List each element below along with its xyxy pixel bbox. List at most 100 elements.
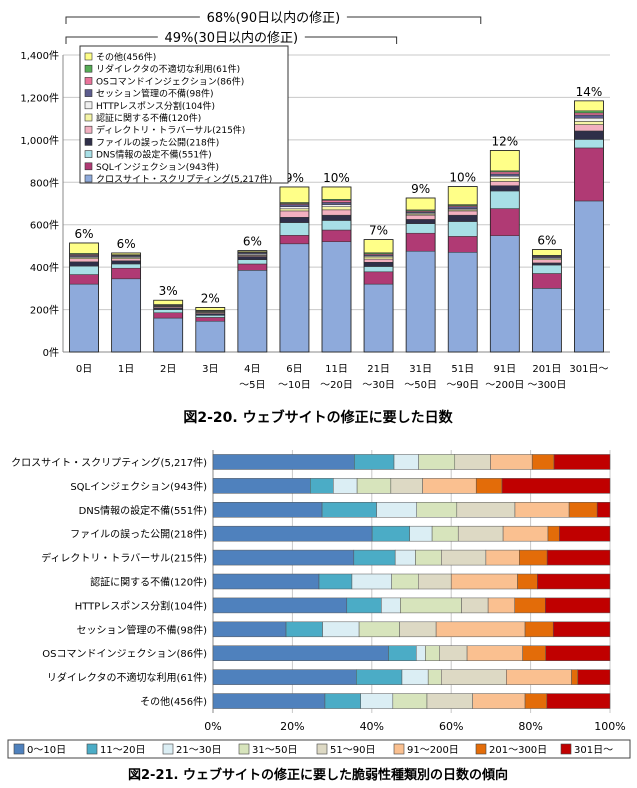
- bar-segment: [461, 597, 489, 614]
- legend-label: 301日～: [574, 745, 613, 756]
- bar-segment: [363, 266, 394, 273]
- x-tick-label: 31日: [409, 364, 432, 375]
- bar-segment: [487, 597, 515, 614]
- bar-segment: [321, 186, 352, 200]
- bar-segment: [212, 597, 348, 614]
- bar-segment: [531, 454, 555, 470]
- x-tick-label: ～10日: [278, 380, 311, 391]
- legend-swatch: [238, 743, 250, 755]
- bar-segment: [485, 549, 520, 566]
- bar-segment: [532, 288, 562, 353]
- bar-segment: [405, 197, 436, 211]
- bar-segment: [439, 645, 468, 661]
- x-tick-label: 6日: [286, 364, 302, 375]
- legend-swatch: [84, 64, 93, 73]
- legend-label: 認証に関する不備(120件): [96, 112, 201, 124]
- legend-label: OSコマンドインジェクション(86件): [96, 75, 244, 87]
- legend-swatch: [316, 743, 328, 755]
- bar-segment: [405, 219, 436, 224]
- bar-segment: [321, 241, 352, 353]
- bar-segment: [553, 454, 611, 470]
- x-tick-label: ～90日: [446, 380, 479, 391]
- legend-label: ディレクトリ・トラバーサル(215件): [96, 124, 245, 136]
- bar-segment: [212, 454, 355, 470]
- legend-label: 91～200日: [407, 745, 459, 756]
- legend-swatch: [84, 162, 93, 171]
- bar-segment: [363, 239, 394, 253]
- bar-segment: [456, 502, 516, 518]
- bar-segment: [435, 621, 526, 638]
- figure-caption: 図2-21. ウェブサイトの修正に要した脆弱性種類別の日数の傾向: [128, 767, 508, 783]
- bar-percent-label: 14%: [576, 85, 603, 99]
- bar-segment: [195, 320, 226, 353]
- bar-outline: [321, 186, 352, 353]
- bar-percent-label: 6%: [537, 234, 556, 248]
- x-tick-label: 21日: [367, 364, 390, 375]
- bar-percent-label: 10%: [449, 171, 476, 185]
- x-tick-label: 100%: [594, 720, 625, 733]
- bar-segment: [568, 502, 598, 518]
- legend-swatch: [84, 174, 93, 183]
- bar-segment: [356, 478, 392, 494]
- bar-outline: [531, 249, 562, 353]
- bar-segment: [69, 242, 99, 254]
- bar-segment: [532, 259, 562, 264]
- bar-outline: [405, 197, 436, 353]
- bar-segment: [153, 299, 183, 305]
- legend-swatch: [84, 101, 93, 110]
- bar-segment: [490, 208, 520, 236]
- legend-swatch: [475, 743, 487, 755]
- bar-segment: [537, 573, 611, 590]
- bar-segment: [153, 307, 183, 310]
- bar-percent-label: 6%: [243, 235, 262, 249]
- bar-percent-label: 10%: [323, 171, 350, 185]
- legend-label: 201～300日: [489, 745, 547, 756]
- bar-segment: [418, 454, 456, 470]
- legend-swatch: [86, 743, 98, 755]
- legend-label: セッション管理の不備(98件): [96, 88, 213, 100]
- x-tick-label: 60%: [439, 720, 463, 733]
- bar-segment: [321, 204, 352, 207]
- bar-segment: [69, 283, 99, 353]
- bar-percent-label: 2%: [201, 291, 220, 305]
- bar-segment: [574, 139, 604, 149]
- legend-label: DNS情報の設定不備(551件): [96, 149, 212, 161]
- bar-segment: [351, 573, 392, 590]
- bar-segment: [574, 147, 604, 202]
- bar-segment: [69, 265, 99, 275]
- x-tick-label: 2日: [160, 364, 176, 375]
- bar-segment: [450, 573, 518, 590]
- legend-swatch: [84, 113, 93, 122]
- bar-segment: [519, 549, 548, 566]
- bar-segment: [574, 114, 604, 119]
- bar-outline: [447, 186, 478, 353]
- bar-segment: [574, 112, 604, 116]
- bar-segment: [321, 220, 352, 231]
- bar-percent-label: 6%: [75, 227, 94, 241]
- bar-percent-label: 9%: [285, 171, 304, 185]
- bar-segment: [490, 454, 533, 470]
- bar-segment: [517, 573, 538, 590]
- bar-segment: [416, 645, 426, 661]
- legend-swatch: [84, 77, 93, 85]
- bar-segment: [422, 478, 477, 494]
- bar-segment: [279, 206, 310, 210]
- days-to-fix-chart: 0件 200件 400件 600件 800件 1,000件 1,200件 1,400件 6% 0日…: [20, 8, 610, 426]
- bar-segment: [454, 454, 491, 470]
- legend-label: 11～20日: [100, 745, 145, 756]
- bar-outline: [489, 150, 520, 353]
- x-tick-label: ～300日: [527, 380, 566, 391]
- x-tick-label: 1日: [118, 364, 134, 375]
- bar-segment: [321, 214, 352, 221]
- bar-segment: [577, 669, 611, 685]
- x-tick-label: ～200日: [485, 380, 524, 391]
- category-label: ファイルの誤った公開(218件): [70, 528, 207, 541]
- bar-segment: [212, 573, 320, 590]
- bar-segment: [195, 313, 226, 316]
- legend-swatch: [393, 743, 405, 755]
- bar-segment: [381, 597, 401, 614]
- x-tick-label: 0%: [204, 720, 221, 733]
- bar-segment: [405, 223, 436, 234]
- x-tick-label: 201日: [532, 364, 561, 375]
- bar-segment: [363, 262, 394, 267]
